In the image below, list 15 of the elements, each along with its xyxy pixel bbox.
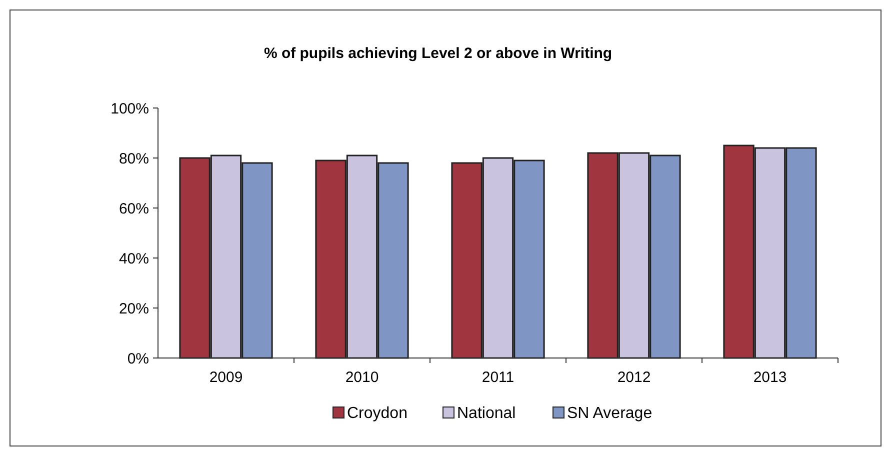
x-tick-label: 2012 (617, 369, 651, 386)
x-tick-label: 2011 (482, 369, 514, 386)
y-tick-label: 100% (110, 100, 149, 118)
x-tick-label: 2009 (209, 369, 243, 386)
x-tick-label: 2013 (753, 369, 787, 386)
y-tick-label: 60% (118, 200, 149, 218)
y-tick-label: 20% (118, 300, 149, 318)
legend-label: National (457, 405, 516, 422)
x-tick-label: 2010 (345, 369, 379, 386)
chart-title: % of pupils achieving Level 2 or above in Writing (264, 45, 612, 62)
legend-label: Croydon (347, 405, 408, 422)
y-tick-label: 40% (118, 250, 149, 268)
y-tick-label: 80% (118, 150, 149, 168)
y-tick-label: 0% (127, 350, 149, 368)
legend-label: SN Average (567, 405, 652, 422)
